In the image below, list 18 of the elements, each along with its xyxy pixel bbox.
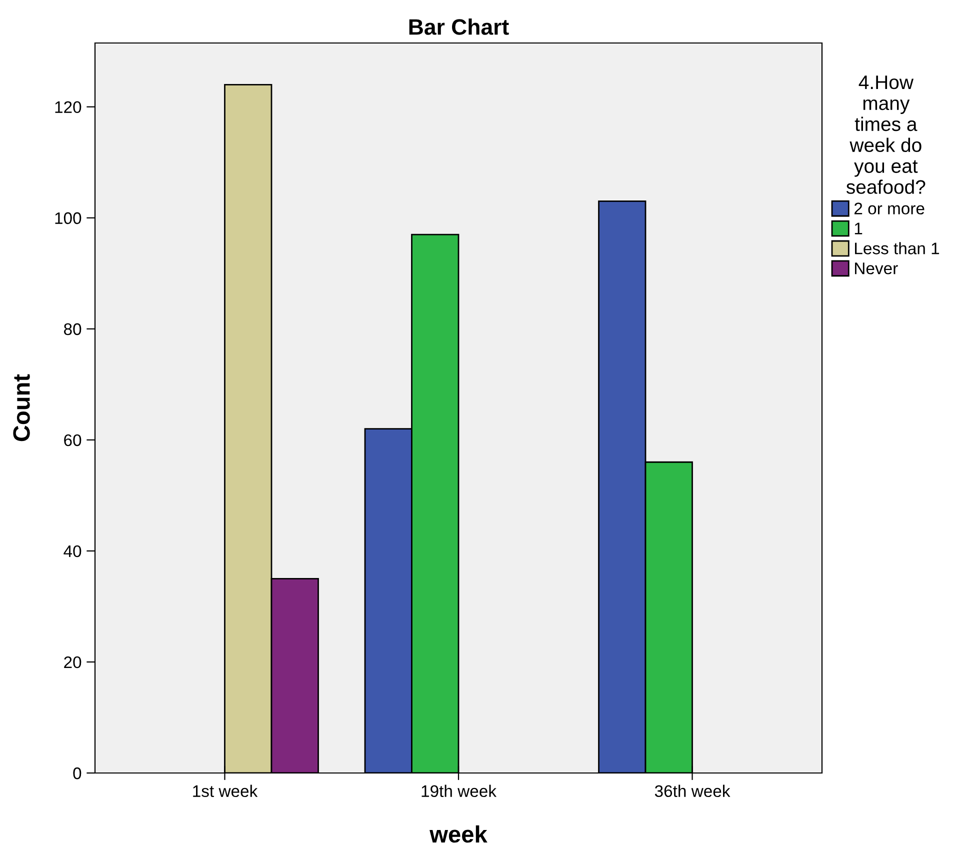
legend-label: Less than 1 <box>855 242 940 254</box>
x-tick-label: 36th week <box>654 784 730 798</box>
y-tick-label: 20 <box>64 656 82 668</box>
legend-label: 2 or more <box>854 202 924 214</box>
y-axis-title: Count <box>13 374 30 442</box>
y-tick-label: 0 <box>73 767 82 780</box>
legend-label: 1 <box>854 222 862 234</box>
y-tick-label: 100 <box>55 212 82 224</box>
x-axis-title: week <box>430 825 488 843</box>
legend-label: Never <box>855 262 898 274</box>
legend-title: 4.How many times a week do you eat seafood? <box>846 76 926 194</box>
x-tick-label: 19th week <box>422 784 497 798</box>
y-tick-label: 120 <box>55 101 82 114</box>
y-tick-label: 60 <box>64 434 82 446</box>
chart-title: Bar Chart <box>409 18 509 35</box>
x-tick-label: 1st week <box>193 784 258 798</box>
y-tick-label: 80 <box>64 323 82 336</box>
y-tick-label: 40 <box>64 545 82 558</box>
